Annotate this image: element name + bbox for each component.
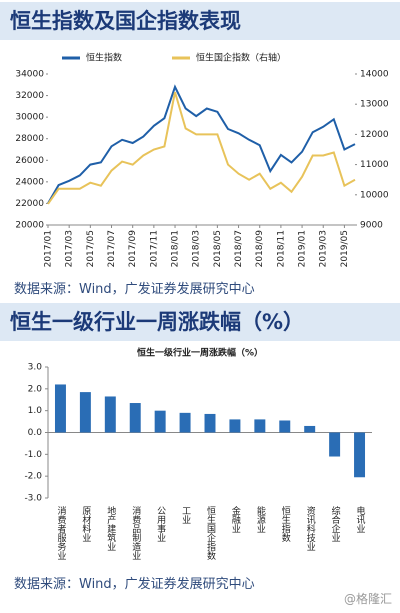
- y-tick-label: -2.0: [24, 472, 42, 482]
- section-header: 恒生一级行业一周涨跌幅（%）: [0, 303, 400, 341]
- x-tick-label: 2018/11: [276, 230, 286, 267]
- x-tick-label: 综合企业: [330, 505, 341, 542]
- y-tick-label: 3.0: [28, 363, 43, 373]
- y-tick-label: 20000: [15, 221, 44, 231]
- bar: [304, 425, 316, 433]
- y-tick-label: -1.0: [24, 450, 42, 460]
- bar: [204, 413, 216, 433]
- watermark: @格隆汇: [343, 592, 392, 606]
- x-tick-label: 能源业: [255, 505, 266, 533]
- y2-tick-label: 10000: [360, 190, 389, 200]
- x-tick-label: 消费品制造业: [130, 505, 141, 560]
- x-tick-label: 原材料业: [80, 506, 91, 542]
- y-tick-label: 32000: [15, 91, 44, 101]
- x-tick-label: 工业: [180, 506, 191, 524]
- y2-tick-label: 11000: [360, 160, 389, 170]
- x-tick-label: 消费者服务业: [55, 505, 66, 560]
- x-tick-label: 2018/09: [255, 230, 265, 268]
- y-tick-label: 34000: [15, 70, 44, 80]
- section-header: 恒生指数及国企指数表现: [0, 2, 400, 40]
- y-tick-label: 0.0: [28, 428, 43, 438]
- bar-chart: 恒生一级行业一周涨跌幅（%） -3.0 -2.0 -1.0 0.0 1.0 2.0 3.0 消费…: [24, 347, 372, 561]
- x-tick-label: 金融业: [230, 505, 241, 533]
- x-tick-label: 2019/03: [319, 230, 329, 267]
- y2-tick-label: 13000: [360, 100, 389, 110]
- y-tick-label: 30000: [15, 113, 44, 123]
- source-note: 数据来源：Wind，广发证券发展研究中心: [14, 282, 255, 297]
- x-tick-label: 2018/05: [213, 230, 223, 267]
- x-tick-label: 地产建筑业: [105, 505, 116, 551]
- chart-title: 恒生一级行业一周涨跌幅（%）: [137, 347, 263, 359]
- bar: [229, 419, 241, 433]
- bar: [104, 396, 116, 433]
- x-tick-label: 2017/07: [107, 230, 117, 267]
- bar: [154, 410, 166, 433]
- x-tick-label: 2017/01: [44, 230, 54, 267]
- x-tick-label: 2017/09: [128, 230, 138, 268]
- bar: [254, 419, 266, 433]
- line-chart: 恒生指数 恒生国企指数（右轴） 20000 22000 24000 26000 28000 3…: [15, 52, 389, 268]
- y2-tick-label: 12000: [360, 130, 389, 140]
- bar: [279, 420, 291, 433]
- bar: [354, 432, 366, 478]
- x-tick-label: 公用事业: [155, 506, 166, 542]
- y-tick-label: -3.0: [24, 494, 42, 504]
- legend-label: 恒生指数: [86, 52, 122, 64]
- bar: [179, 412, 191, 433]
- x-tick-label: 2017/05: [86, 230, 96, 267]
- y2-tick-label: 9000: [360, 221, 383, 231]
- bar: [79, 392, 91, 433]
- legend-label: 恒生国企指数（右轴）: [196, 52, 286, 64]
- y-tick-label: 2.0: [28, 384, 43, 394]
- x-tick-label: 2019/01: [298, 230, 308, 267]
- x-tick-label: 2019/05: [340, 230, 350, 267]
- source-note: 数据来源：Wind，广发证券发展研究中心: [14, 577, 255, 592]
- y2-tick-label: 14000: [360, 70, 389, 80]
- x-tick-label: 资讯科技业: [305, 506, 316, 551]
- y-tick-label: 28000: [15, 134, 44, 144]
- x-tick-label: 2018/03: [192, 230, 202, 267]
- line-series: [47, 91, 356, 205]
- x-tick-label: 2017/03: [65, 230, 75, 267]
- x-tick-label: 2017/11: [149, 230, 159, 267]
- x-tick-label: 2018/01: [171, 230, 181, 267]
- y-tick-label: 22000: [15, 199, 44, 209]
- y-tick-label: 24000: [15, 177, 44, 187]
- x-tick-label: 恒生国企指数: [205, 505, 216, 561]
- line-series: [47, 84, 356, 204]
- y-tick-label: 1.0: [28, 406, 43, 416]
- x-tick-label: 2018/07: [234, 230, 244, 267]
- bar: [329, 432, 341, 457]
- x-tick-label: 电讯业: [355, 505, 366, 533]
- bar: [54, 384, 66, 433]
- bar: [129, 403, 141, 433]
- x-tick-label: 恒生指数: [280, 505, 291, 543]
- y-tick-label: 26000: [15, 156, 44, 166]
